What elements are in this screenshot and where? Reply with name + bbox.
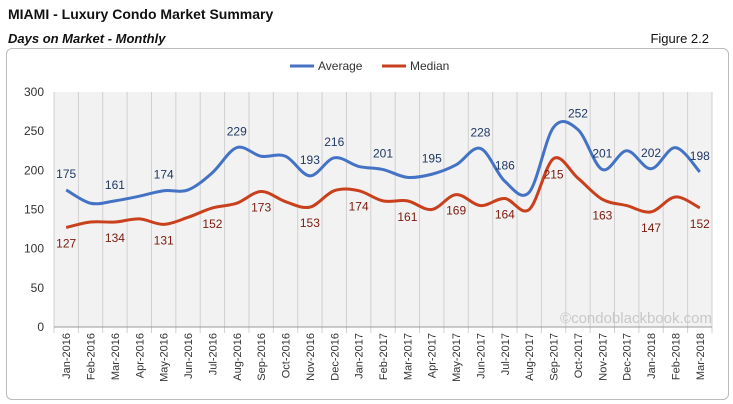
data-label: 152 (202, 217, 222, 231)
x-tick-label: Jul-2017 (500, 333, 512, 375)
chart-subtitle: Days on Market - Monthly (8, 31, 166, 46)
data-label: 131 (154, 233, 174, 247)
x-tick-label: May-2017 (451, 333, 463, 382)
plot-area (54, 92, 712, 327)
data-label: 147 (641, 221, 661, 235)
x-tick-label: May-2016 (159, 333, 171, 382)
data-label: 169 (446, 204, 466, 218)
x-tick-label: Nov-2017 (597, 333, 609, 381)
y-tick-label: 300 (24, 85, 44, 99)
x-tick-label: Aug-2016 (232, 333, 244, 381)
y-tick-label: 50 (31, 281, 45, 295)
data-label: 174 (154, 168, 174, 182)
x-tick-label: Mar-2017 (402, 333, 414, 380)
y-tick-label: 250 (24, 124, 44, 138)
y-tick-label: 150 (24, 203, 44, 217)
x-tick-label: Jan-2018 (646, 333, 658, 379)
data-label: 198 (690, 149, 710, 163)
x-tick-label: Dec-2017 (622, 333, 634, 381)
figure-label: Figure 2.2 (650, 31, 709, 46)
data-label: 201 (592, 147, 612, 161)
y-tick-label: 0 (37, 320, 44, 334)
x-tick-label: Apr-2016 (134, 333, 146, 378)
x-tick-label: Jun-2017 (475, 333, 487, 379)
watermark: ©condoblackbook.com (560, 310, 712, 327)
data-label: 174 (349, 200, 369, 214)
x-tick-label: Mar-2018 (695, 333, 707, 380)
x-tick-label: Nov-2016 (305, 333, 317, 381)
x-tick-label: Oct-2017 (573, 333, 585, 378)
data-label: 175 (56, 167, 76, 181)
x-tick-label: Sep-2017 (549, 333, 561, 381)
legend-label: Median (410, 59, 449, 73)
data-label: 186 (495, 158, 515, 172)
data-label: 229 (227, 125, 247, 139)
x-tick-label: Jul-2016 (207, 333, 219, 375)
data-label: 134 (105, 231, 125, 245)
chart-frame (6, 48, 729, 400)
data-label: 252 (568, 107, 588, 121)
data-label: 202 (641, 146, 661, 160)
x-tick-label: Oct-2016 (281, 333, 293, 378)
legend-label: Average (318, 59, 363, 73)
data-label: 215 (544, 168, 564, 182)
x-tick-label: Dec-2016 (329, 333, 341, 381)
x-tick-label: Jun-2016 (183, 333, 195, 379)
data-label: 153 (300, 216, 320, 230)
x-tick-label: Feb-2017 (378, 333, 390, 380)
data-label: 152 (690, 217, 710, 231)
x-tick-label: Mar-2016 (110, 333, 122, 380)
data-label: 161 (397, 210, 417, 224)
data-label: 173 (251, 200, 271, 214)
data-label: 164 (495, 208, 515, 222)
x-tick-label: Sep-2016 (256, 333, 268, 381)
y-tick-label: 100 (24, 242, 44, 256)
data-label: 195 (422, 151, 442, 165)
data-label: 201 (373, 147, 393, 161)
data-label: 216 (324, 135, 344, 149)
data-label: 228 (470, 125, 490, 139)
y-tick-label: 200 (24, 163, 44, 177)
x-tick-label: Apr-2017 (427, 333, 439, 378)
x-tick-label: Jan-2016 (61, 333, 73, 379)
data-label: 161 (105, 178, 125, 192)
chart-header-title: MIAMI - Luxury Condo Market Summary (8, 6, 274, 22)
x-tick-label: Jan-2017 (354, 333, 366, 379)
data-label: 163 (592, 208, 612, 222)
x-tick-label: Aug-2017 (524, 333, 536, 381)
data-label: 193 (300, 153, 320, 167)
x-tick-label: Feb-2016 (86, 333, 98, 380)
data-label: 127 (56, 237, 76, 251)
x-tick-label: Feb-2018 (670, 333, 682, 380)
